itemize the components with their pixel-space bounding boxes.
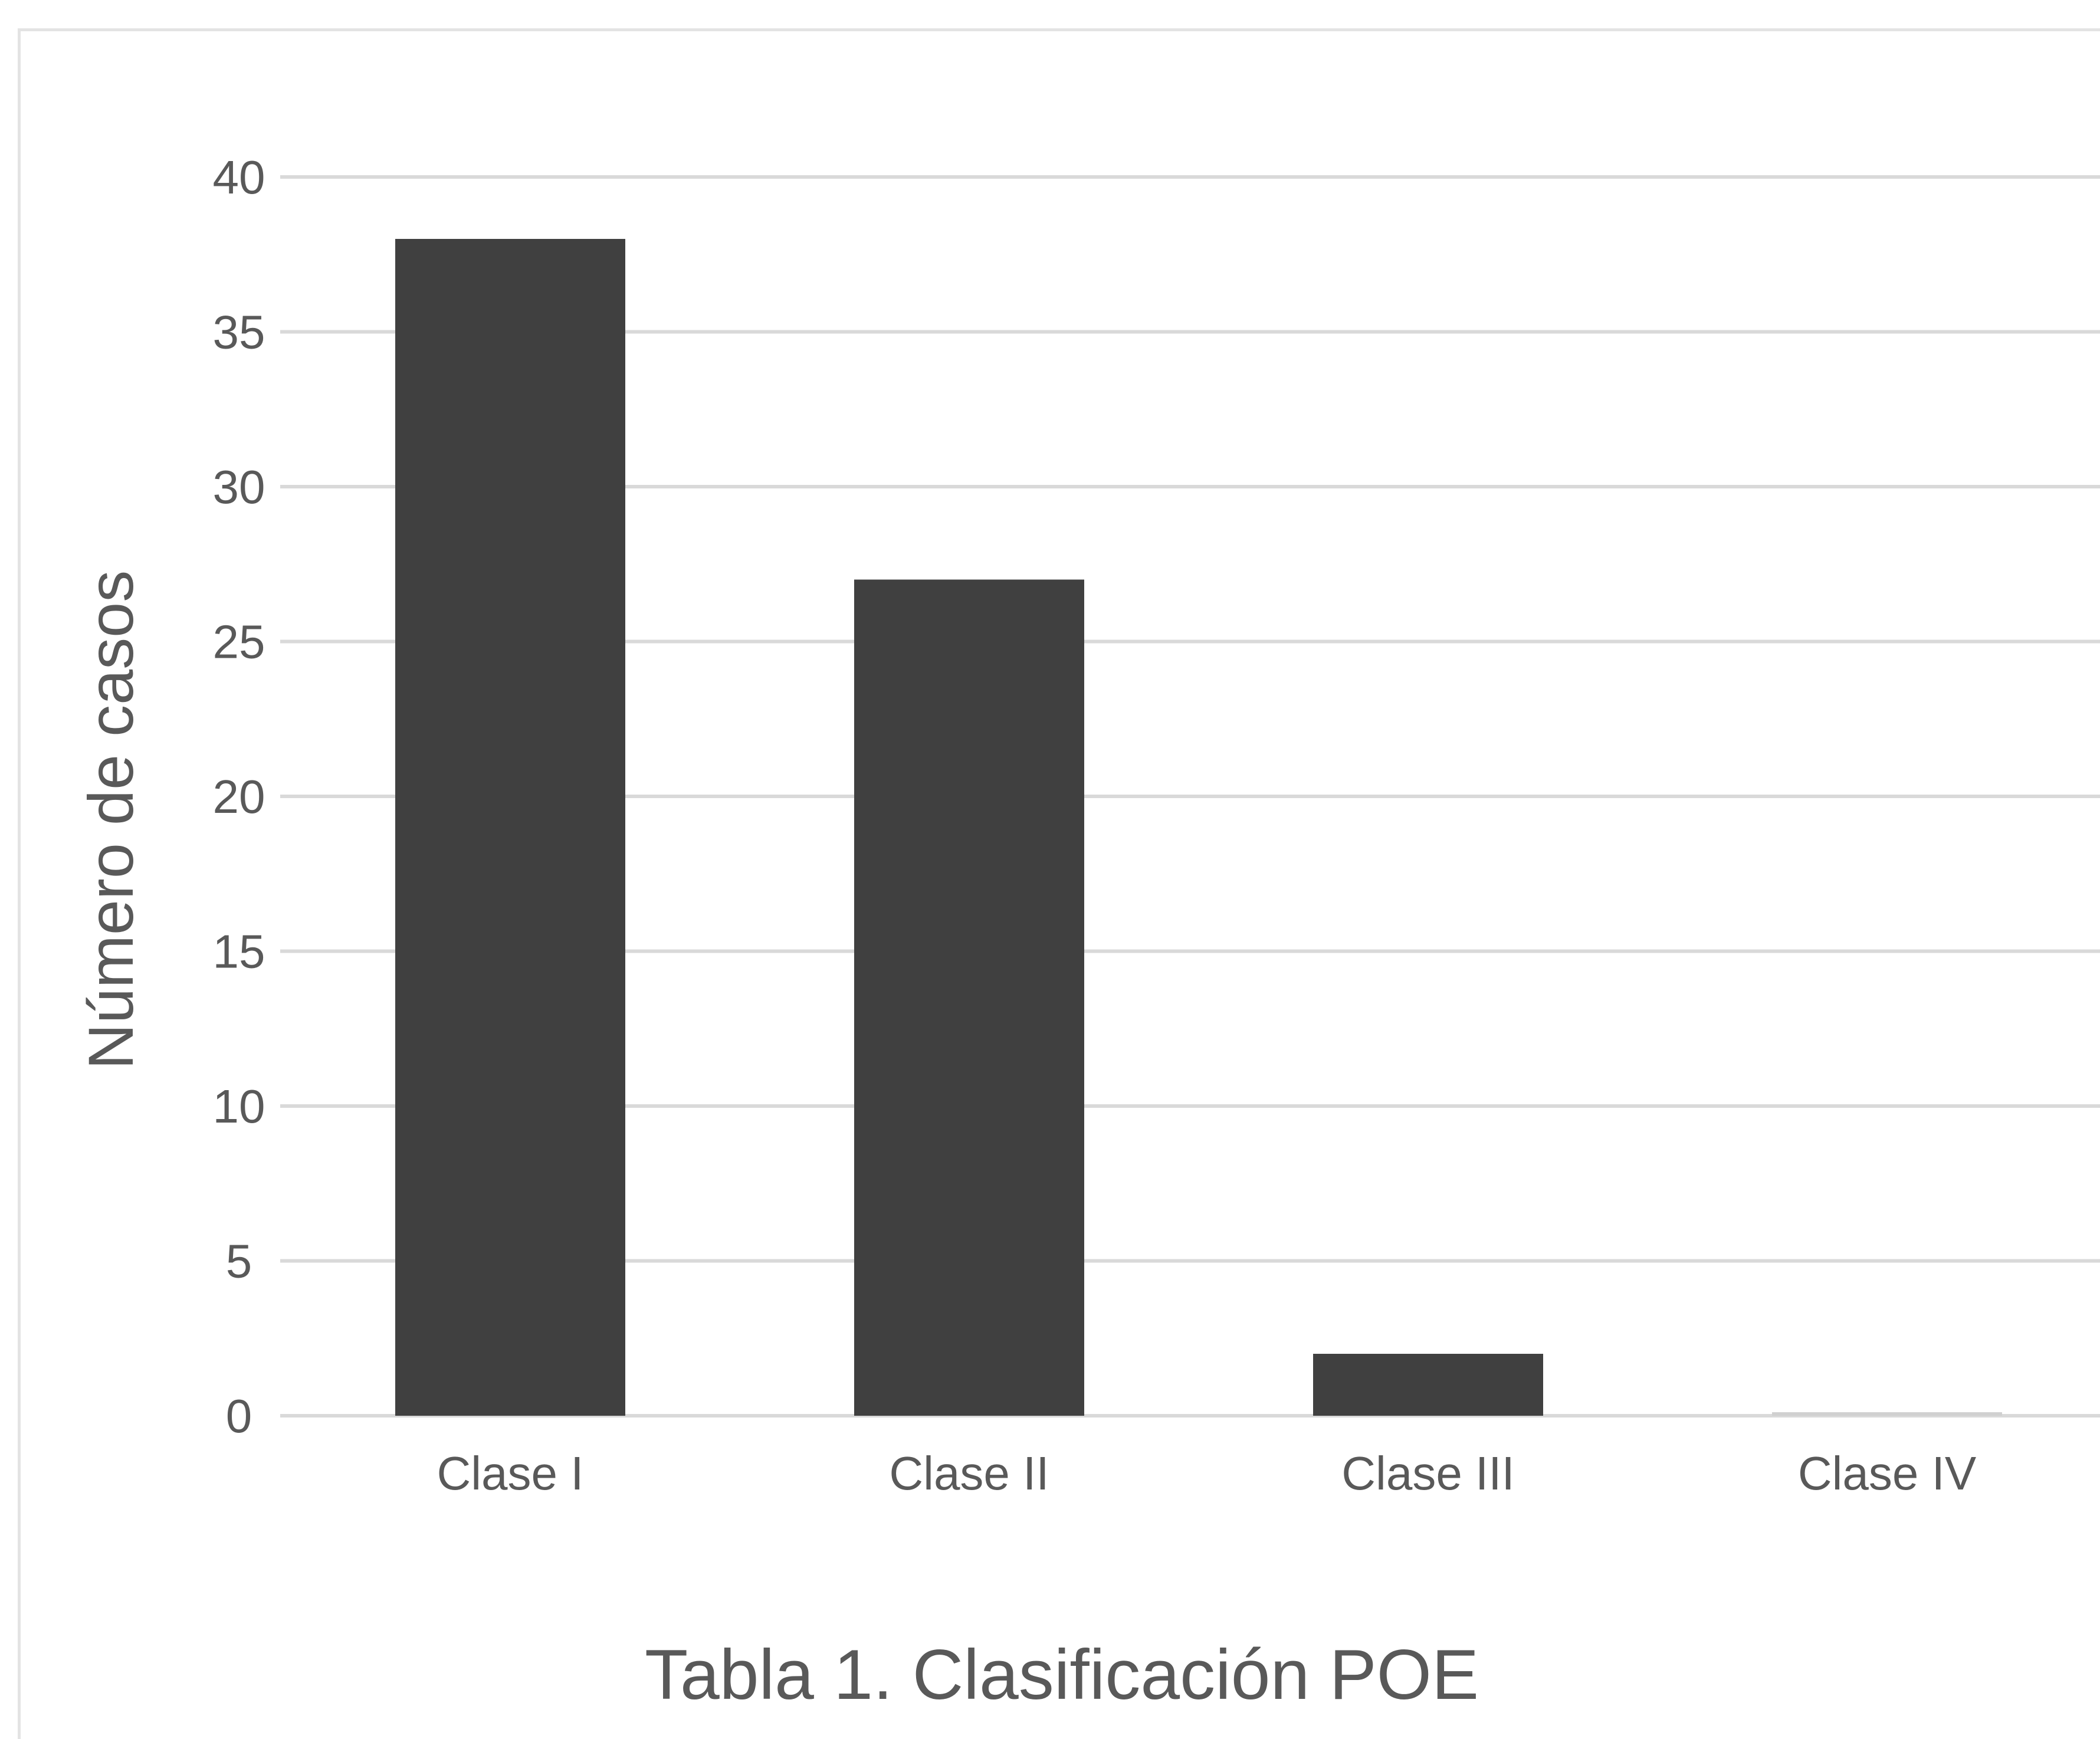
y-tick-label: 35 [213,306,265,359]
y-tick-label: 40 [213,151,265,204]
y-axis-ticks: 0 5 10 15 20 25 30 35 40 [213,151,265,1442]
bars [395,239,2002,1416]
chart-title: Tabla 1. Clasificación POE [645,1635,1479,1714]
y-tick-label: 30 [213,461,265,513]
x-tick-label: Clase II [889,1447,1049,1500]
x-tick-label: Clase IV [1798,1447,1977,1500]
y-tick-label: 10 [213,1080,265,1133]
bar-clase-ii [854,579,1084,1416]
x-tick-label: Clase III [1341,1447,1514,1500]
bar-clase-i [395,239,625,1416]
gridlines [280,175,2100,1418]
y-axis-title: Número de casos [75,570,146,1069]
x-axis-ticks: Clase I Clase II Clase III Clase IV [437,1447,1977,1500]
y-tick-label: 20 [213,770,265,823]
x-tick-label: Clase I [437,1447,584,1500]
y-tick-label: 0 [226,1390,252,1442]
y-tick-label: 25 [213,616,265,668]
y-tick-label: 15 [213,926,265,978]
y-tick-label: 5 [226,1235,252,1288]
bar-clase-iv [1772,1412,2002,1416]
bar-clase-iii [1313,1354,1543,1416]
chart-area [18,28,2100,1739]
